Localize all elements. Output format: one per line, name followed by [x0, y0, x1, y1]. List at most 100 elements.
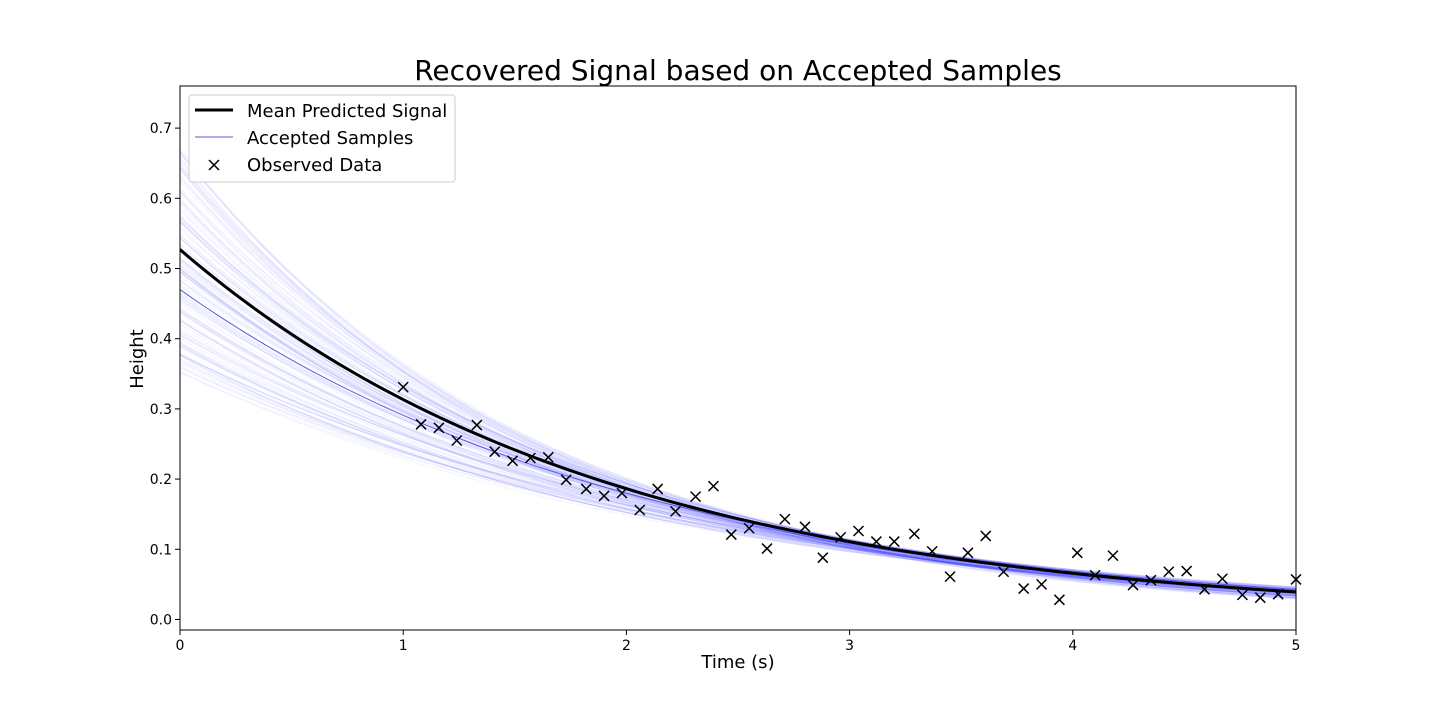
y-tick-label: 0.7 [150, 121, 172, 137]
sample-curve [180, 268, 1296, 594]
sample-curve [180, 237, 1296, 597]
observed-point [1071, 547, 1083, 559]
sample-curve [180, 236, 1296, 594]
sample-curve [180, 354, 1296, 588]
sample-curve [180, 358, 1296, 590]
observed-point [433, 422, 445, 434]
sample-curve [180, 214, 1296, 597]
observed-point [542, 451, 554, 463]
sample-curve [180, 191, 1296, 599]
sample-curve [180, 365, 1296, 590]
x-tick-label: 5 [1292, 638, 1301, 654]
observed-point [980, 530, 992, 542]
sample-curve [180, 264, 1296, 592]
legend-samples-label: Accepted Samples [247, 128, 413, 149]
legend-mean-label: Mean Predicted Signal [247, 101, 447, 122]
x-tick-label: 1 [399, 638, 408, 654]
sample-curve [180, 152, 1296, 598]
y-tick-label: 0.5 [150, 262, 172, 278]
sample-curve [180, 284, 1296, 595]
sample-curve [180, 362, 1296, 590]
sample-curve [180, 217, 1296, 594]
x-axis: 0 1 2 3 4 5 [176, 630, 1301, 654]
sample-curve [180, 226, 1296, 597]
observed-point [1216, 573, 1228, 585]
sample-curve [180, 269, 1296, 591]
sample-curve [180, 334, 1296, 588]
observed-point [870, 536, 882, 548]
sample-curve [180, 345, 1296, 593]
observed-point [1018, 583, 1030, 595]
observed-point [415, 418, 427, 430]
sample-curve [180, 197, 1296, 597]
observed-point [779, 513, 791, 525]
sample-curve [180, 168, 1296, 600]
sample-curve [180, 353, 1296, 589]
observed-point [962, 547, 974, 559]
sample-curve [180, 220, 1296, 597]
sample-curve [180, 320, 1296, 590]
x-axis-title: Time (s) [700, 652, 774, 673]
y-tick-label: 0.1 [150, 542, 172, 558]
observed-point [397, 381, 409, 393]
sample-curve [180, 247, 1296, 597]
sample-curve [180, 291, 1296, 591]
observed-point [634, 504, 646, 516]
observed-point [908, 528, 920, 540]
x-tick-label: 0 [176, 638, 185, 654]
observed-point [669, 505, 682, 517]
sample-curve [180, 355, 1296, 593]
sample-curve [180, 181, 1296, 596]
observed-point [1036, 578, 1048, 590]
observed-point [1145, 574, 1157, 586]
sample-curve [180, 152, 1296, 597]
sample-curve [180, 335, 1296, 588]
y-tick-label: 0.6 [150, 191, 172, 207]
observed-point [1127, 579, 1139, 591]
sample-curve [180, 243, 1296, 594]
sample-curve [180, 155, 1296, 600]
sample-curve [180, 251, 1296, 593]
observed-point [690, 491, 702, 503]
observed-point [926, 545, 938, 557]
chart-title: Recovered Signal based on Accepted Sampl… [414, 54, 1062, 87]
sample-curve [180, 174, 1296, 599]
y-tick-label: 0.0 [150, 612, 172, 628]
sample-curve [180, 164, 1296, 596]
y-tick-label: 0.2 [150, 472, 172, 488]
observed-point [852, 525, 865, 537]
observed-point [761, 543, 773, 555]
observed-point [1053, 594, 1065, 606]
observed-point [507, 455, 519, 467]
sample-curve [180, 265, 1296, 596]
observed-point [944, 571, 956, 583]
sample-curve [180, 165, 1296, 597]
sample-curve [180, 312, 1296, 590]
observed-point [725, 529, 737, 541]
observed-point [1198, 583, 1211, 595]
observed-point [1163, 566, 1175, 578]
sample-curve [180, 178, 1296, 596]
sample-curve [180, 248, 1296, 596]
sample-curve [180, 367, 1296, 588]
sample-curve [180, 320, 1296, 593]
observed-point [1107, 550, 1119, 562]
sample-curve [180, 200, 1296, 597]
observed-point [471, 419, 483, 431]
sample-curve [180, 302, 1296, 594]
sample-curve [180, 267, 1296, 596]
x-tick-label: 4 [1068, 638, 1077, 654]
sample-curve [180, 203, 1296, 596]
observed-point [1236, 589, 1248, 601]
mean-curve [180, 248, 1296, 594]
observed-point [888, 536, 900, 548]
sample-curve [180, 311, 1296, 594]
observed-point [598, 490, 610, 502]
sample-curve [180, 244, 1296, 592]
observed-point [707, 480, 719, 492]
sample-curve [180, 366, 1296, 591]
observed-point [1254, 592, 1266, 604]
sample-curve [180, 249, 1296, 596]
sample-curve [180, 355, 1296, 593]
sample-curve [180, 298, 1296, 591]
